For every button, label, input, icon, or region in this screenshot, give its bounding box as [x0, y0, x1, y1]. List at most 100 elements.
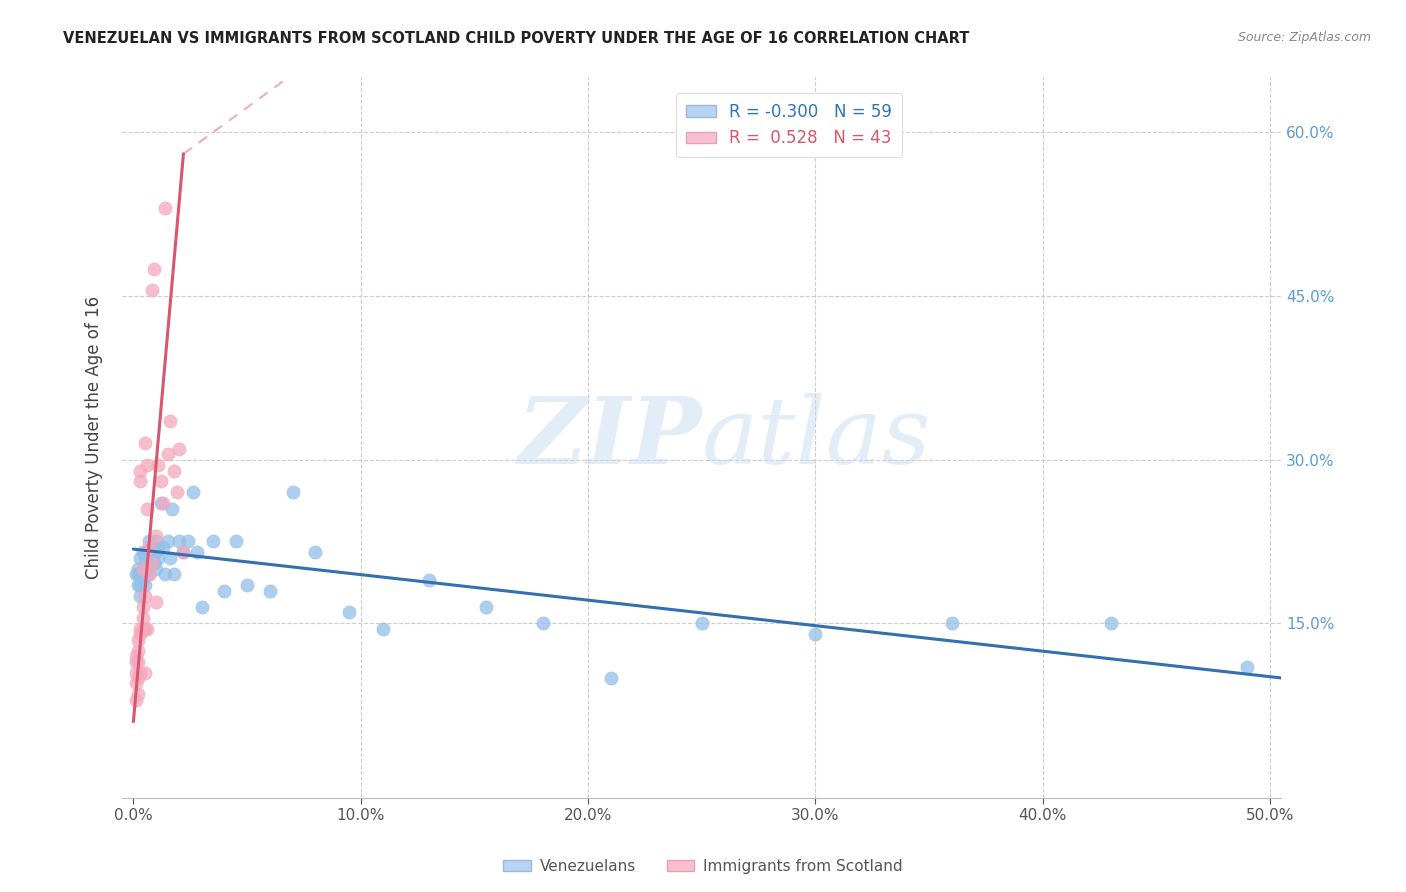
Point — [1099, 616, 1122, 631]
Point — [148, 540, 170, 554]
Point — [127, 632, 149, 647]
Point — [941, 616, 963, 631]
Text: ZIP: ZIP — [517, 392, 702, 483]
Point — [125, 665, 148, 680]
Point — [134, 665, 156, 680]
Point — [145, 545, 167, 559]
Point — [281, 485, 304, 500]
Point — [690, 616, 713, 631]
Point — [134, 567, 156, 582]
Point — [159, 414, 181, 428]
Point — [142, 557, 165, 571]
Point — [127, 655, 149, 669]
Point — [129, 627, 152, 641]
Point — [152, 540, 174, 554]
Point — [186, 545, 208, 559]
Point — [129, 622, 152, 636]
Point — [138, 534, 160, 549]
Text: VENEZUELAN VS IMMIGRANTS FROM SCOTLAND CHILD POVERTY UNDER THE AGE OF 16 CORRELA: VENEZUELAN VS IMMIGRANTS FROM SCOTLAND C… — [63, 31, 970, 46]
Point — [155, 567, 177, 582]
Point — [136, 622, 159, 636]
Point — [129, 567, 152, 582]
Point — [136, 458, 159, 472]
Point — [148, 458, 170, 472]
Point — [167, 442, 190, 456]
Point — [141, 284, 163, 298]
Point — [167, 534, 190, 549]
Point — [225, 534, 247, 549]
Point — [156, 447, 179, 461]
Point — [599, 671, 621, 685]
Legend: Venezuelans, Immigrants from Scotland: Venezuelans, Immigrants from Scotland — [496, 853, 910, 880]
Point — [131, 545, 153, 559]
Point — [145, 562, 167, 576]
Point — [159, 550, 181, 565]
Point — [138, 545, 160, 559]
Point — [129, 550, 152, 565]
Point — [134, 578, 156, 592]
Point — [160, 501, 183, 516]
Y-axis label: Child Poverty Under the Age of 16: Child Poverty Under the Age of 16 — [86, 296, 103, 579]
Point — [134, 622, 156, 636]
Point — [236, 578, 259, 592]
Point — [131, 562, 153, 576]
Point — [125, 655, 148, 669]
Point — [129, 589, 152, 603]
Point — [201, 534, 224, 549]
Point — [131, 611, 153, 625]
Point — [148, 550, 170, 565]
Point — [142, 261, 165, 276]
Point — [172, 545, 194, 559]
Point — [131, 562, 153, 576]
Point — [145, 529, 167, 543]
Point — [127, 643, 149, 657]
Point — [474, 599, 496, 614]
Point — [129, 475, 152, 489]
Point — [127, 567, 149, 582]
Point — [131, 622, 153, 636]
Point — [125, 693, 148, 707]
Point — [125, 567, 148, 582]
Point — [127, 578, 149, 592]
Point — [149, 475, 172, 489]
Point — [129, 665, 152, 680]
Point — [172, 545, 194, 559]
Legend: R = -0.300   N = 59, R =  0.528   N = 43: R = -0.300 N = 59, R = 0.528 N = 43 — [676, 93, 903, 157]
Point — [337, 606, 360, 620]
Point — [141, 540, 163, 554]
Point — [125, 649, 148, 664]
Point — [134, 589, 156, 603]
Point — [134, 550, 156, 565]
Point — [531, 616, 554, 631]
Point — [136, 562, 159, 576]
Point — [181, 485, 204, 500]
Point — [142, 545, 165, 559]
Point — [214, 583, 236, 598]
Point — [163, 567, 186, 582]
Point — [125, 676, 148, 690]
Point — [155, 202, 177, 216]
Point — [127, 687, 149, 701]
Point — [131, 573, 153, 587]
Point — [129, 578, 152, 592]
Point — [138, 540, 160, 554]
Point — [127, 671, 149, 685]
Point — [136, 501, 159, 516]
Point — [127, 562, 149, 576]
Point — [145, 594, 167, 608]
Point — [134, 436, 156, 450]
Point — [141, 557, 163, 571]
Point — [138, 567, 160, 582]
Point — [304, 545, 326, 559]
Point — [373, 622, 395, 636]
Point — [129, 463, 152, 477]
Point — [163, 463, 186, 477]
Point — [149, 496, 172, 510]
Point — [259, 583, 281, 598]
Point — [418, 573, 440, 587]
Text: Source: ZipAtlas.com: Source: ZipAtlas.com — [1237, 31, 1371, 45]
Point — [131, 599, 153, 614]
Point — [166, 485, 188, 500]
Point — [141, 557, 163, 571]
Point — [152, 496, 174, 510]
